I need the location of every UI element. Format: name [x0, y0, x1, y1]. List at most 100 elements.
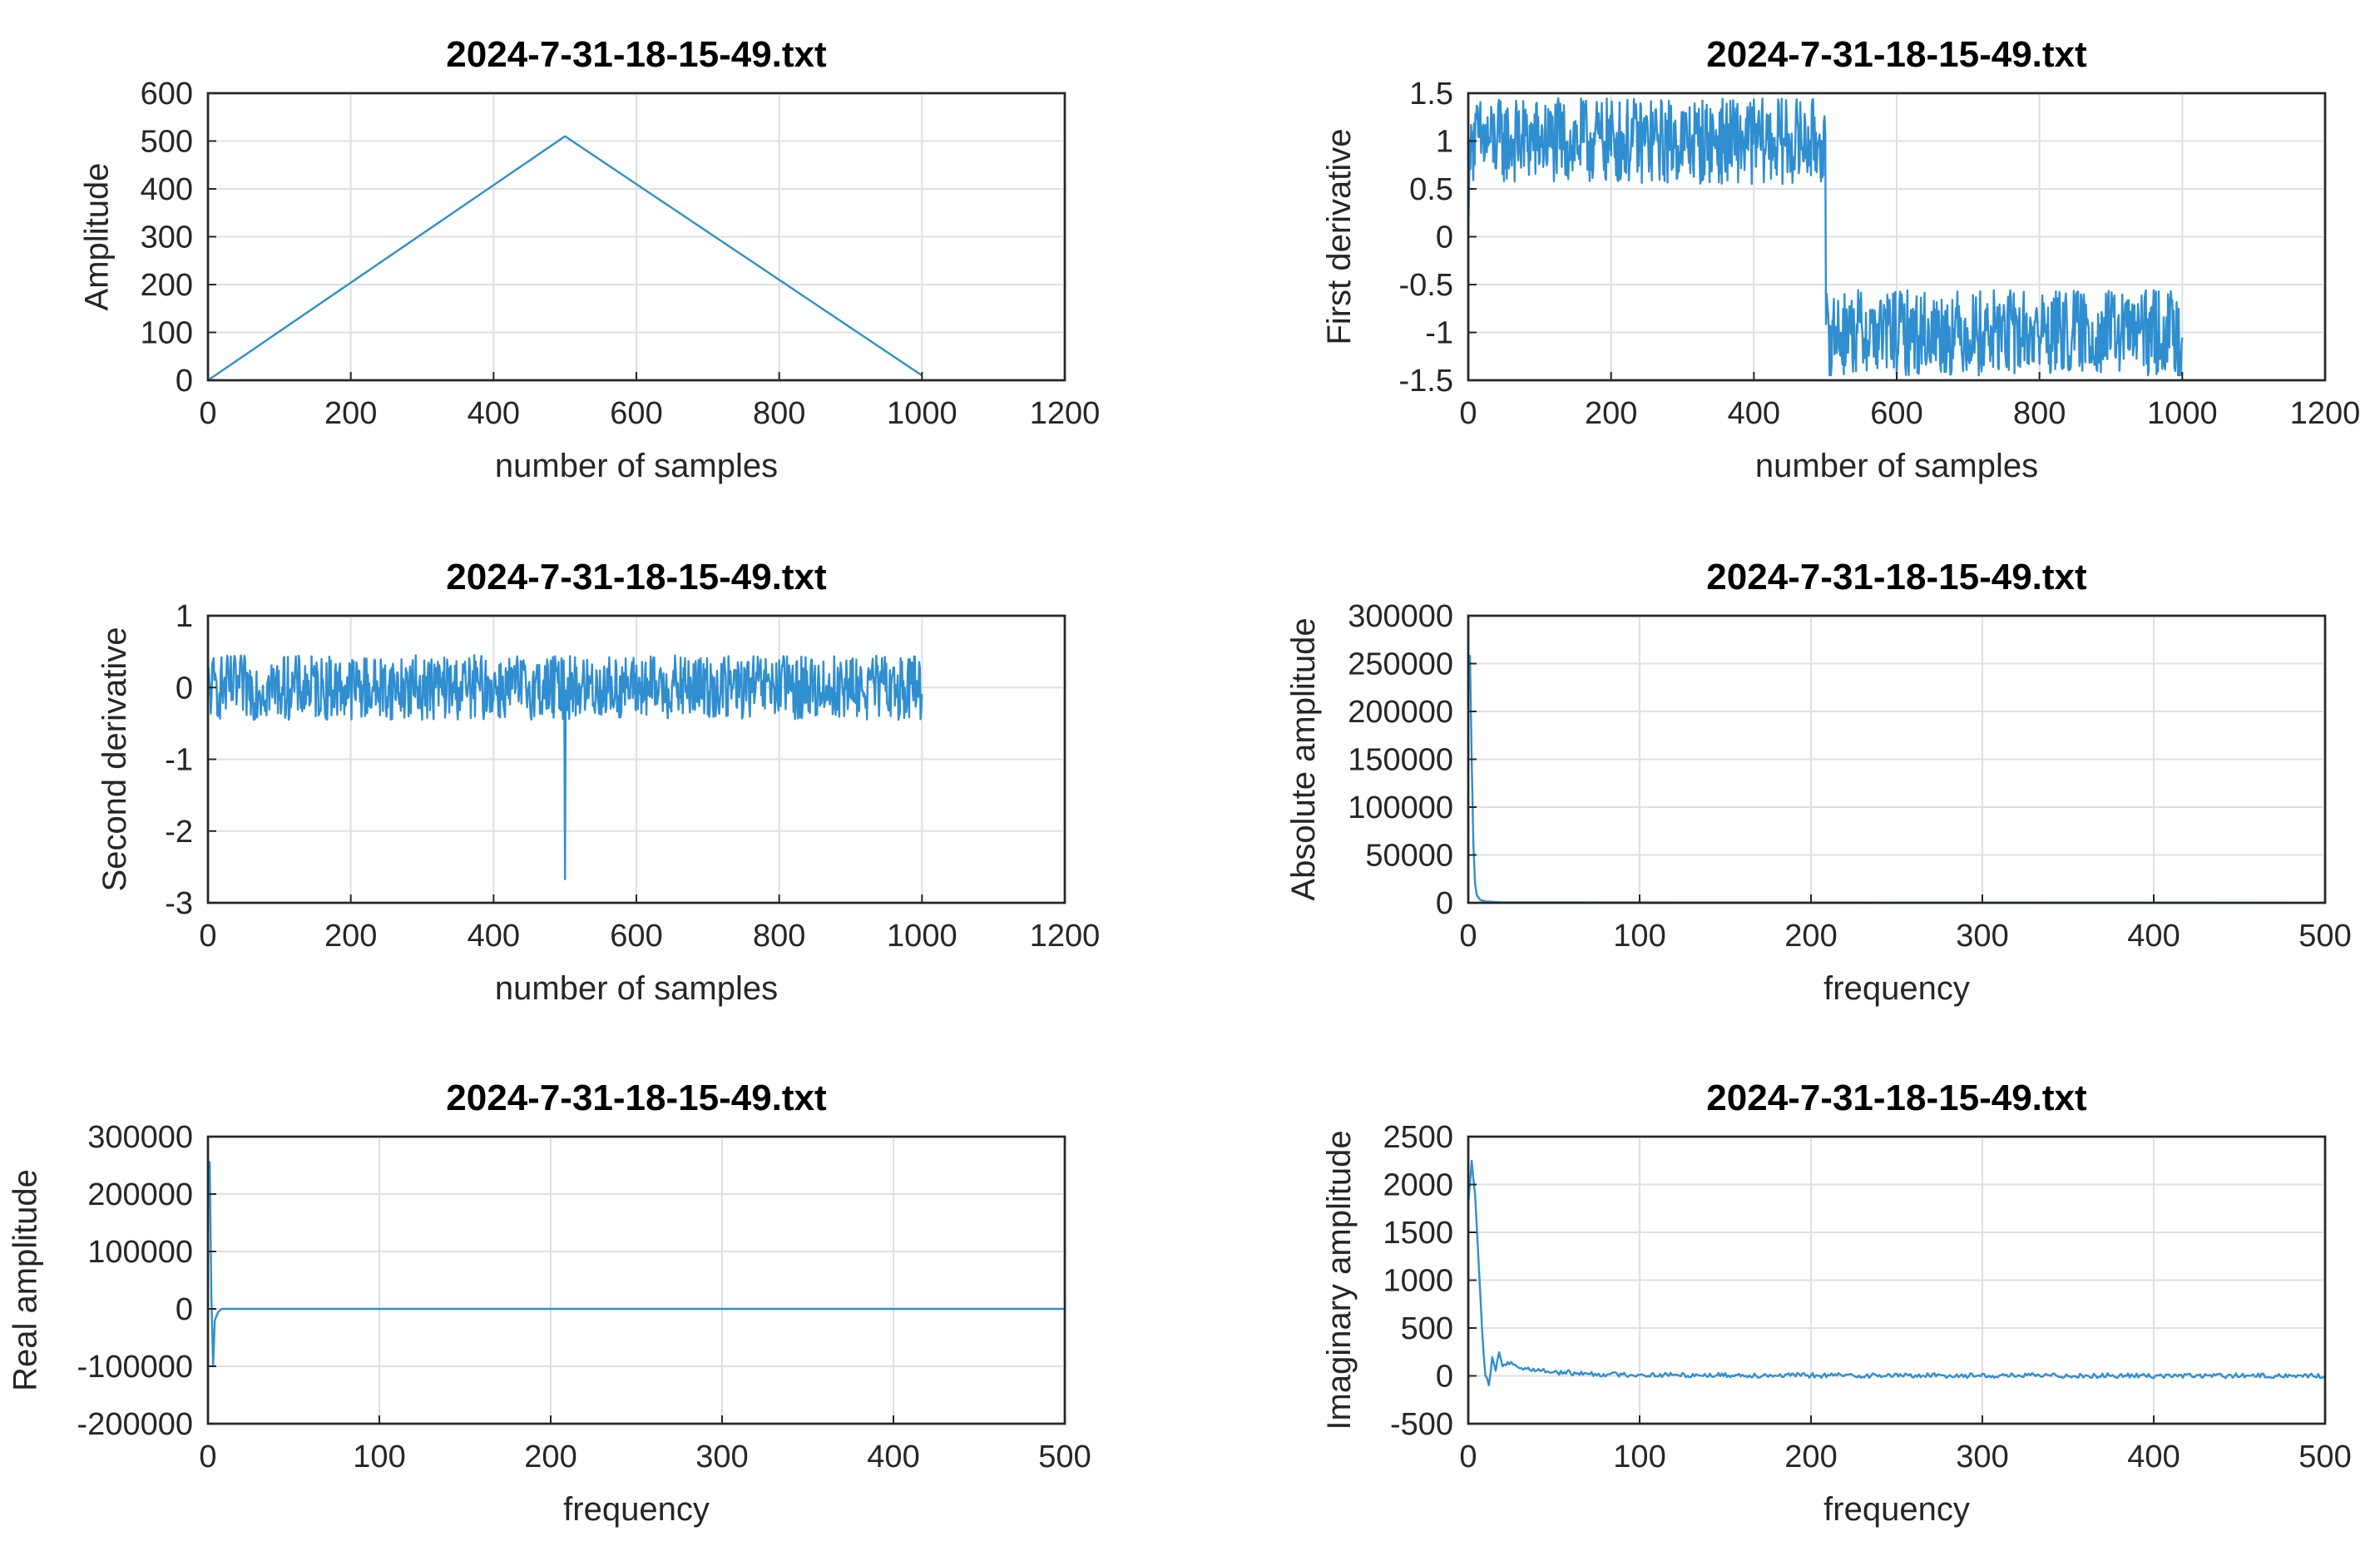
- y-tick-label: -100000: [77, 1350, 193, 1385]
- y-tick-label: -1: [1425, 316, 1453, 351]
- x-tick-label: 1000: [2147, 396, 2218, 431]
- y-tick-label: 2000: [1383, 1168, 1453, 1203]
- y-tick-label: 2500: [1383, 1120, 1453, 1155]
- x-tick-label: 0: [199, 396, 216, 431]
- x-tick-label: 1000: [887, 396, 957, 431]
- y-tick-label: 400: [141, 172, 193, 207]
- x-tick-label: 300: [1956, 919, 2008, 954]
- y-tick-label: 0: [1436, 221, 1453, 255]
- y-tick-label: 50000: [1365, 839, 1453, 874]
- series-line: [1468, 1159, 2325, 1387]
- x-tick-label: 600: [610, 396, 662, 431]
- y-tick-label: 1.5: [1409, 77, 1453, 112]
- x-tick-label: 200: [324, 919, 377, 954]
- chart-title: 2024-7-31-18-15-49.txt: [446, 1078, 827, 1118]
- x-tick-label: 500: [2298, 919, 2351, 954]
- x-tick-label: 100: [353, 1440, 405, 1474]
- chart-panel-6: 0 100 200 300 400 500-50005001000150020002500…: [1321, 1078, 2352, 1528]
- x-tick-label: 1200: [1030, 919, 1101, 954]
- x-tick-label: 0: [1459, 396, 1477, 431]
- y-tick-label: -1.5: [1399, 364, 1453, 399]
- plot-area: [206, 1135, 1066, 1425]
- chart-title: 2024-7-31-18-15-49.txt: [1706, 34, 2087, 75]
- x-tick-label: 400: [2127, 919, 2180, 954]
- y-tick-label: 500: [141, 125, 193, 160]
- x-tick-label: 200: [1784, 919, 1837, 954]
- x-axis-label: frequency: [563, 1491, 710, 1528]
- x-tick-label: 800: [2013, 396, 2066, 431]
- y-tick-label: 200: [141, 268, 193, 303]
- x-tick-label: 500: [2298, 1440, 2351, 1474]
- y-axis-label: First derivative: [1321, 128, 1358, 344]
- axes-box: [206, 1135, 1066, 1425]
- series-line: [208, 1160, 1065, 1368]
- y-tick-label: 1: [176, 599, 193, 634]
- y-tick-label: -0.5: [1399, 268, 1453, 303]
- y-tick-label: 300: [141, 221, 193, 255]
- x-tick-label: 400: [867, 1440, 919, 1474]
- x-axis-label: number of samples: [495, 970, 778, 1007]
- y-tick-label: -200000: [77, 1407, 193, 1442]
- x-tick-label: 200: [324, 396, 377, 431]
- x-tick-label: 1200: [2290, 396, 2361, 431]
- y-tick-label: 0: [1436, 886, 1453, 921]
- x-tick-label: 200: [524, 1440, 576, 1474]
- x-tick-label: 500: [1038, 1440, 1091, 1474]
- chart-panel-2: 0 200 400 600 800 1000 1200 -1.5 -1 -0.5 0 0.5 1 1.5 2…: [1321, 34, 2360, 484]
- y-tick-label: 150000: [1348, 743, 1453, 778]
- y-tick-label: 200000: [1348, 695, 1453, 730]
- y-tick-label: -2: [165, 815, 193, 850]
- x-tick-label: 0: [1459, 1440, 1477, 1474]
- y-tick-label: 0: [176, 364, 193, 399]
- y-axis-label: Amplitude: [79, 163, 116, 311]
- y-tick-label: -1: [165, 743, 193, 778]
- x-tick-label: 400: [468, 919, 520, 954]
- x-tick-label: 600: [610, 919, 662, 954]
- chart-panel-3: 0 200 400 600 800 1000 1200 -3 -2 -1 0 1 2024-7-31-1…: [96, 557, 1100, 1007]
- x-axis-label: number of samples: [1755, 448, 2038, 484]
- y-tick-label: 600: [141, 77, 193, 112]
- y-axis-label: Imaginary amplitude: [1321, 1130, 1358, 1430]
- chart-panel-5: 0 100 200 300 400 500 -200000 -100000 0 100000 200…: [7, 1078, 1091, 1528]
- x-tick-label: 1000: [887, 919, 957, 954]
- x-axis-label: frequency: [1823, 970, 1970, 1007]
- y-tick-label: 200000: [87, 1177, 193, 1212]
- series-line: [208, 135, 923, 381]
- x-tick-label: 0: [199, 919, 216, 954]
- chart-title: 2024-7-31-18-15-49.txt: [446, 34, 827, 75]
- x-tick-label: 300: [695, 1440, 748, 1474]
- y-tick-label: 0: [176, 671, 193, 706]
- y-axis-label: Second derivative: [96, 627, 133, 892]
- chart-title: 2024-7-31-18-15-49.txt: [446, 557, 827, 597]
- y-tick-label: 100000: [1348, 790, 1453, 825]
- y-tick-label: -500: [1390, 1407, 1453, 1442]
- x-axis-label: number of samples: [495, 448, 778, 484]
- x-axis-label: frequency: [1823, 1491, 1970, 1528]
- x-tick-label: 800: [753, 919, 805, 954]
- y-tick-label: 0.5: [1409, 172, 1453, 207]
- x-tick-label: 300: [1956, 1440, 2008, 1474]
- y-tick-label: 500: [1401, 1311, 1453, 1346]
- chart-panel-4: 0 100 200 300 400 500 0 50000 100000 150000 200000…: [1285, 557, 2352, 1007]
- x-tick-label: 1200: [1030, 396, 1101, 431]
- x-tick-label: 800: [753, 396, 805, 431]
- x-tick-label: 200: [1784, 1440, 1837, 1474]
- x-tick-label: 0: [199, 1440, 216, 1474]
- x-tick-label: 100: [1613, 1440, 1665, 1474]
- chart-title: 2024-7-31-18-15-49.txt: [1706, 1078, 2087, 1118]
- series-line: [1468, 97, 2184, 377]
- y-tick-label: 300000: [87, 1120, 193, 1155]
- y-tick-label: -3: [165, 886, 193, 921]
- y-axis-label: Absolute amplitude: [1285, 617, 1322, 900]
- y-tick-label: 1500: [1383, 1216, 1453, 1251]
- chart-panel-1: 0 200 400 600 800 1000 1200 0 100 200 300 400 500 600…: [79, 34, 1101, 484]
- y-tick-label: 0: [176, 1292, 193, 1327]
- series-line: [208, 654, 923, 880]
- x-tick-label: 600: [1870, 396, 1922, 431]
- y-tick-label: 100: [141, 316, 193, 351]
- x-tick-label: 400: [1728, 396, 1780, 431]
- chart-title: 2024-7-31-18-15-49.txt: [1706, 557, 2087, 597]
- x-tick-label: 400: [2127, 1440, 2180, 1474]
